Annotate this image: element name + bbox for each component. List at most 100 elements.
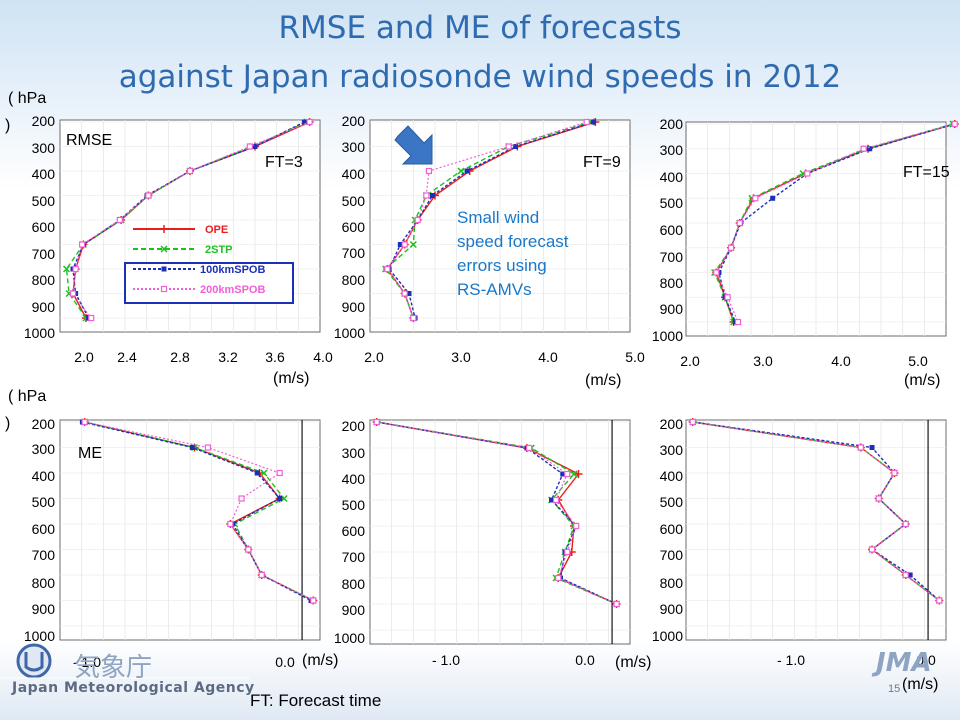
x-tick-label: 0.0 [275,654,295,670]
x-unit-label: (m/s) [902,676,939,693]
data-point-200kmspob [552,496,560,504]
data-point-200kmspob [425,167,433,175]
series-line-2stp [376,421,617,605]
y-tick-label: 900 [342,299,366,315]
y-tick-label: 600 [660,521,684,537]
y-tick-label: 200 [32,113,56,129]
y-tick-label: 300 [660,142,684,158]
x-tick-label: 2.4 [117,349,137,365]
data-point-200kmspob [891,469,898,477]
y-tick-label: 600 [660,222,684,238]
data-point-2stp [457,167,465,175]
x-tick-label: 3.0 [753,353,773,369]
data-point-200kmspob [555,574,562,582]
legend-marker-200kmspob [160,285,168,293]
data-point-200kmspob [727,244,735,251]
x-tick-label: - 1.0 [432,652,460,668]
data-point-200kmspob [857,444,864,451]
y-tick-label: 600 [32,521,56,537]
data-point-200kmspob [875,495,882,502]
data-point-200kmspob [258,571,265,579]
y-tick-label: 700 [342,549,366,565]
y-tick-label: 900 [32,601,56,617]
y-tick-label: 500 [660,195,684,211]
data-point-200kmspob [69,290,77,297]
rmse-panel-label: RMSE [66,132,113,149]
series-line-200kmspob [376,421,617,605]
y-tick-label: 300 [32,140,56,156]
arrow-icon [394,125,433,165]
data-point-200kmspob [423,192,430,199]
y-tick-label: 500 [660,494,684,510]
forecast-time-label: FT=15 [903,164,950,181]
y-tick-label: 1000 [334,630,365,646]
data-point-200kmspob [410,314,417,322]
y-tick-label: 400 [342,166,366,182]
y-tick-label: 800 [660,575,684,591]
data-point-200kmspob [689,418,696,426]
data-point-100kmspob [560,471,566,477]
y-tick-label: 600 [342,523,366,539]
data-point-100kmspob [254,470,260,476]
data-point-200kmspob [238,495,245,502]
y-tick-label: 800 [660,275,684,291]
annotation-line: errors using [457,256,547,275]
y-tick-label: 900 [660,601,684,617]
data-point-200kmspob [868,546,876,553]
data-point-100kmspob [549,497,555,503]
y-tick-label: 400 [342,471,366,487]
x-tick-label: - 1.0 [73,654,101,670]
y-tick-label: 800 [342,272,366,288]
legend-marker-2stp [160,245,168,253]
data-point-100kmspob [591,119,597,125]
data-point-100kmspob [301,119,307,125]
footer-note: FT: Forecast time [250,691,382,710]
data-point-200kmspob [505,143,512,150]
data-point-100kmspob [406,291,412,296]
data-point-200kmspob [713,269,720,276]
data-point-100kmspob [869,445,875,450]
jma-emblem-icon [24,652,44,672]
page-number: 15 [888,683,901,695]
data-point-200kmspob [613,600,620,608]
data-point-200kmspob [227,520,234,528]
annotation-line: Small wind [457,208,540,227]
y-tick-label: 500 [342,497,366,513]
data-point-200kmspob [951,120,958,128]
annotation-line: RS-AMVs [457,280,532,299]
y-tick-label: 1000 [652,328,683,344]
data-point-200kmspob [734,318,742,326]
data-point-100kmspob [867,146,873,152]
y-tick-label: 400 [660,468,684,484]
x-tick-label: 0.0 [916,652,936,668]
x-tick-label: 3.6 [265,349,285,365]
series-line-200kmspob [386,121,587,319]
y-tick-label: 800 [32,575,56,591]
data-point-100kmspob [513,144,519,149]
y-tick-label: 500 [32,193,56,209]
data-point-200kmspob [246,143,253,150]
agency-name: Japan Meteorological Agency [12,680,255,696]
data-point-200kmspob [526,444,533,452]
data-point-200kmspob [414,216,421,224]
data-point-200kmspob [860,145,867,152]
data-point-100kmspob [252,144,258,149]
y-tick-label: 300 [660,442,684,458]
data-point-200kmspob [564,470,571,478]
forecast-time-label: FT=9 [583,154,621,171]
y-tick-label: 600 [32,219,56,235]
x-tick-label: 4.0 [831,353,851,369]
data-point-200kmspob [902,571,909,579]
data-point-200kmspob [88,314,95,322]
data-point-200kmspob [116,216,123,224]
x-tick-label: 5.0 [908,353,928,369]
y-tick-label: 200 [342,418,366,434]
x-tick-label: 4.0 [538,349,558,365]
y-tick-label: 800 [342,576,366,592]
title-line-2: against Japan radiosonde wind speeds in … [118,59,842,95]
x-unit-label: (m/s) [615,654,652,671]
y-unit-label-top: ( hPa [8,90,47,107]
data-point-200kmspob [573,522,580,530]
x-unit-label: (m/s) [273,370,310,387]
